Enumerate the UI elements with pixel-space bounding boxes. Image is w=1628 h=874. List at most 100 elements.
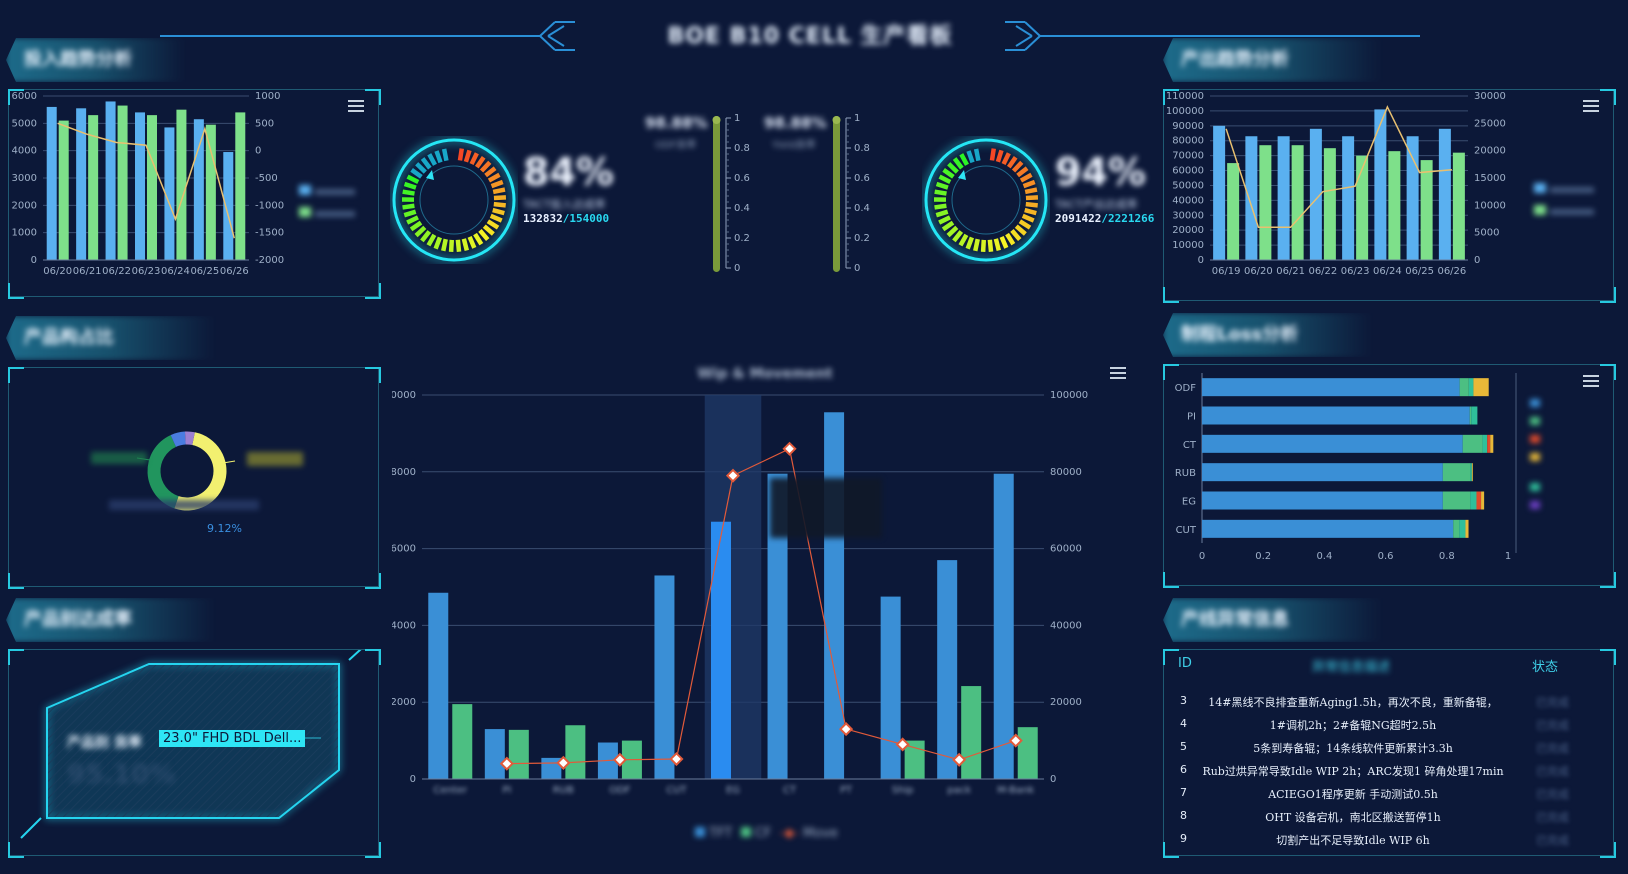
ring-pointer <box>426 170 434 180</box>
x-tick-label: 1 <box>1505 551 1511 562</box>
ring-tick <box>455 239 462 252</box>
y2-tick-label: 20000 <box>1474 146 1506 157</box>
ring-tick <box>490 179 504 189</box>
x-tick-label: 06/25 <box>190 266 219 277</box>
x-tick-label: 06/24 <box>161 266 190 277</box>
pie-legend-right <box>247 452 303 466</box>
stack-segment <box>1465 519 1469 538</box>
row-id: 3 <box>1180 694 1187 707</box>
ring-tick <box>441 148 449 162</box>
bar <box>1452 152 1465 260</box>
row-status: 已完成 <box>1536 811 1569 824</box>
gauge-track <box>713 116 720 272</box>
panel-corner <box>8 283 24 299</box>
stack-segment <box>1442 491 1471 510</box>
gauge-tick-label: 0.4 <box>734 203 750 214</box>
ring-tick <box>479 160 492 173</box>
stack-segment <box>1453 519 1460 538</box>
line-marker <box>725 468 741 483</box>
y2-tick-label: 40000 <box>1050 620 1082 631</box>
ring-tick <box>1024 187 1038 195</box>
ring-tick <box>414 225 427 238</box>
line-marker <box>612 752 627 767</box>
y-tick-label: 4000 <box>392 620 416 631</box>
bar <box>1245 136 1258 260</box>
input-rate-label: TACT投入达成率 <box>523 198 606 211</box>
table-row[interactable]: 3 14#黑线不良排查重新Aging1.5h，再次不良，重新备辊， 已完成 <box>1164 692 1613 715</box>
bar <box>565 725 586 779</box>
ring-tick <box>403 209 417 218</box>
input-actual: 132832 <box>523 212 563 225</box>
x-tick-label: 06/20 <box>43 266 72 277</box>
gauge-knob <box>832 116 841 124</box>
panel-corner <box>365 283 381 299</box>
input-trend-legend <box>299 180 369 221</box>
row-desc: 切割产出不足导致Idle WIP 6h <box>1276 834 1430 847</box>
ring-tick <box>406 215 419 225</box>
table-row[interactable]: 8 OHT 设备宕机，南北区搬送暂停1h 已完成 <box>1164 807 1613 830</box>
row-status: 已完成 <box>1536 696 1569 709</box>
loss-chart: 0 0.2 0.4 0.6 0.8 1 ODF PI CT RUB EG CUT <box>1175 373 1517 562</box>
line-series <box>1225 105 1452 228</box>
table-row[interactable]: 4 1#调机2h；2#备辊NG超时2.5h 已完成 <box>1164 715 1613 738</box>
panel-corner <box>1163 89 1179 105</box>
chart-menu-icon-2[interactable] <box>1583 100 1599 112</box>
table-row[interactable]: 6 Rub过烘异常导致Idle WIP 2h；ARC发现1 碎角处理17min 已完… <box>1164 761 1613 784</box>
line-series <box>57 122 236 239</box>
chart-menu-icon[interactable] <box>348 100 364 112</box>
y-tick-label: PI <box>1187 412 1196 423</box>
bar <box>235 112 246 261</box>
ring-outer <box>924 138 1048 262</box>
gauge-knob <box>712 116 721 124</box>
wip-chart-menu-icon[interactable] <box>1110 367 1126 379</box>
gauge-1-bar: 1 0.8 0.6 0.4 0.2 0 <box>712 113 750 274</box>
table-row[interactable]: 5 5条到寿备辊；14条线软件更新累计3.3h 已完成 <box>1164 738 1613 761</box>
stack-segment <box>1470 463 1472 482</box>
ring-tick <box>934 203 947 210</box>
ring-tick <box>993 238 1001 251</box>
y2-tick-label: 500 <box>255 118 274 129</box>
ring-tick <box>1022 179 1036 189</box>
bar <box>880 596 901 779</box>
x-tick-label: 06/23 <box>132 266 161 277</box>
table-row[interactable]: 9 切割产出不足导致Idle WIP 6h 已完成 <box>1164 830 1613 853</box>
x-tick-label: 06/26 <box>220 266 249 277</box>
y-tick-label: 30000 <box>1172 210 1204 221</box>
output-rate-percent: 94% <box>1055 150 1146 194</box>
bar <box>824 412 845 779</box>
panel-corner <box>1163 572 1179 588</box>
x-tick-label: PT <box>840 785 853 796</box>
y2-tick-label: 5000 <box>1474 228 1499 239</box>
panel-title-output-trend: 产出趋势分析 <box>1163 38 1383 82</box>
stack-segment <box>1202 463 1443 482</box>
ring-tick <box>946 225 959 238</box>
x-tick-label: 06/22 <box>102 266 131 277</box>
bar <box>767 473 788 779</box>
ring-tick <box>1006 156 1018 169</box>
chart-menu-icon-3[interactable] <box>1583 375 1599 387</box>
row-status: 已完成 <box>1536 742 1569 755</box>
y-tick-label: 10000 <box>392 390 416 401</box>
line-marker <box>782 441 797 456</box>
table-row[interactable]: 7 ACIEGO1程序更新 手动测试0.5h 已完成 <box>1164 784 1613 807</box>
ring-tick <box>965 236 974 250</box>
x-tick-label: 06/24 <box>1373 266 1402 277</box>
gauge-1-title: 98.88% <box>645 114 708 132</box>
bar <box>961 686 982 779</box>
y2-tick-label: -500 <box>255 173 278 184</box>
bar <box>164 127 175 260</box>
wip-legend[interactable]: TFT CF -◆- Move <box>695 826 838 841</box>
ring-tick <box>989 148 996 161</box>
line-marker <box>952 752 967 767</box>
y-tick-label: CUT <box>1176 525 1197 536</box>
y-tick-label: 6000 <box>12 91 37 102</box>
events-table: 3 14#黑线不良排查重新Aging1.5h，再次不良，重新备辊， 已完成 4 1#调机… <box>1164 692 1613 853</box>
ring-tick <box>402 203 415 210</box>
ring-tick <box>952 157 964 170</box>
gauge-2-sub: Yield良率 <box>772 140 816 151</box>
bar <box>58 120 69 260</box>
loss-panel: 0 0.2 0.4 0.6 0.8 1 ODF PI CT RUB EG CUT <box>1163 364 1614 586</box>
bar <box>88 115 99 260</box>
x-tick-label: 06/23 <box>1341 266 1370 277</box>
pie-legend-bottom <box>109 500 259 510</box>
